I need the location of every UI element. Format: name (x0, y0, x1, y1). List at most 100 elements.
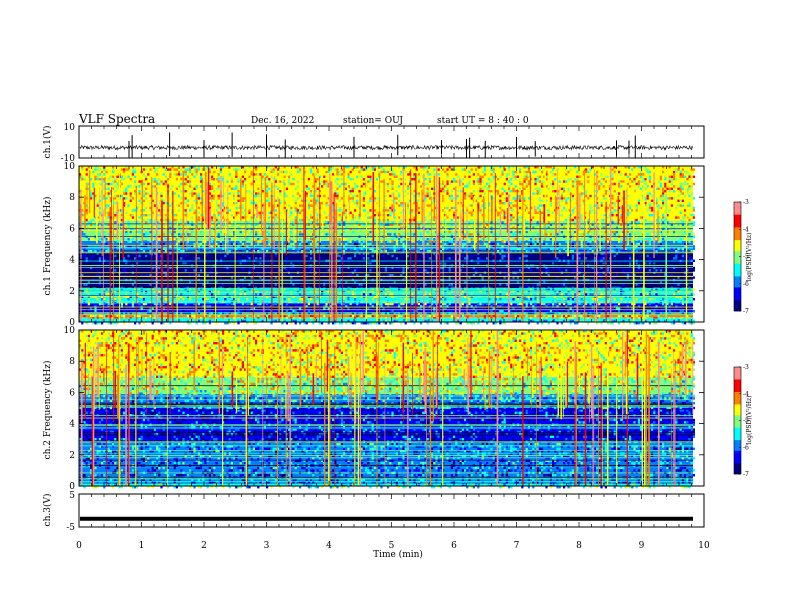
spec1-cell (387, 240, 390, 243)
spec1-cell (560, 187, 563, 190)
spec1-cell (233, 223, 236, 226)
spec1-cell (686, 216, 689, 219)
spec1-cell (200, 254, 203, 258)
spec1-cell (508, 185, 511, 188)
spec1-cell (336, 228, 339, 231)
spec1-cell (103, 192, 106, 195)
spec1-cell (329, 240, 332, 243)
spec1-cell (362, 240, 365, 243)
spec1-cell (391, 209, 394, 212)
spec1-cell (413, 257, 416, 260)
spec1-cell (519, 226, 522, 229)
spec1-cell (571, 209, 574, 212)
spec1-cell (116, 194, 119, 198)
spec1-cell (235, 185, 238, 188)
spec1-cell (347, 240, 350, 243)
spec1-cell (226, 168, 229, 171)
spec1-cell (415, 206, 418, 210)
spec1-cell (536, 221, 539, 224)
spec1-cell (395, 223, 398, 226)
spec1-cell (580, 257, 583, 260)
spec1-cell (466, 168, 469, 171)
spec1-cell (389, 214, 392, 217)
spec1-cell (589, 226, 592, 229)
spec1-cell (230, 185, 233, 188)
spec1-cell (369, 238, 372, 241)
spec1-cell (428, 228, 431, 231)
spec1-cell (492, 257, 495, 260)
spec1-cell (274, 226, 277, 229)
spec1-cell (644, 170, 647, 174)
spec1-cell (288, 175, 291, 178)
spec1-cell (173, 252, 176, 255)
spec1-cell (637, 257, 640, 260)
spec1-cell (112, 168, 115, 171)
spec1-cell (259, 192, 262, 195)
spec1-cell (387, 204, 390, 207)
spec1-cell (149, 250, 152, 253)
spec1-cell (545, 194, 548, 198)
spec1-cell (547, 221, 550, 224)
spec1-cell (266, 194, 269, 198)
spec1-cell (142, 182, 145, 186)
spec1-cell (679, 245, 682, 248)
spec1-cell (327, 257, 330, 260)
spec1-cell (303, 226, 306, 229)
spec1-cell (151, 211, 154, 214)
spec1-cell (237, 257, 240, 260)
spec1-cell (354, 230, 357, 234)
spec1-cell (494, 185, 497, 188)
spec1-cell (160, 187, 163, 190)
spec1-cell (294, 214, 297, 217)
spec1-cell (563, 204, 566, 207)
spec1-cell (371, 250, 374, 253)
spec1-cell (169, 228, 172, 231)
spec1-cell (296, 211, 299, 214)
spec1-cell (668, 194, 671, 198)
spec1-cell (125, 211, 128, 214)
spec1-cell (490, 226, 493, 229)
spec1-cell (488, 254, 491, 258)
spec1-cell (620, 233, 623, 236)
spec1-cell (600, 182, 603, 186)
spec1-cell (167, 166, 170, 169)
spec1-cell (268, 209, 271, 212)
spec1-cell (145, 187, 148, 190)
spec1-cell (274, 199, 277, 202)
spec1-cell (92, 197, 95, 200)
spec1-cell (134, 230, 137, 234)
spec1-cell (164, 168, 167, 171)
spec1-cell (409, 182, 412, 186)
spec1-cell (433, 245, 436, 248)
spec1-cell (607, 240, 610, 243)
spec1-cell (354, 221, 357, 224)
spec1-cell (448, 242, 451, 246)
spec1-cell (580, 230, 583, 234)
spec1-cell (629, 206, 632, 210)
spec1-cell (340, 173, 343, 176)
spec1-cell (668, 242, 671, 246)
spec1-cell (464, 209, 467, 212)
spec1-cell (472, 226, 475, 229)
spec1-cell (272, 216, 275, 219)
spec1-cell (475, 218, 478, 222)
spec1-cell (241, 197, 244, 200)
spec1-cell (648, 252, 651, 255)
spec1-cell (373, 218, 376, 222)
spec1-cell (263, 170, 266, 174)
spec1-cell (444, 182, 447, 186)
spec1-cell (274, 178, 277, 181)
spec1-cell (648, 242, 651, 246)
spec1-cell (147, 228, 150, 231)
spec1-cell (490, 242, 493, 246)
spec1-cell (250, 218, 253, 222)
spec1-cell (303, 221, 306, 224)
spec1-cell (556, 228, 559, 231)
spec1-cell (644, 180, 647, 183)
spec1-cell (640, 173, 643, 176)
spec1-cell (197, 197, 200, 200)
spec1-cell (651, 233, 654, 236)
spec1-cell (116, 192, 119, 195)
spec1-cell (545, 209, 548, 212)
spec1-cell (208, 202, 211, 205)
